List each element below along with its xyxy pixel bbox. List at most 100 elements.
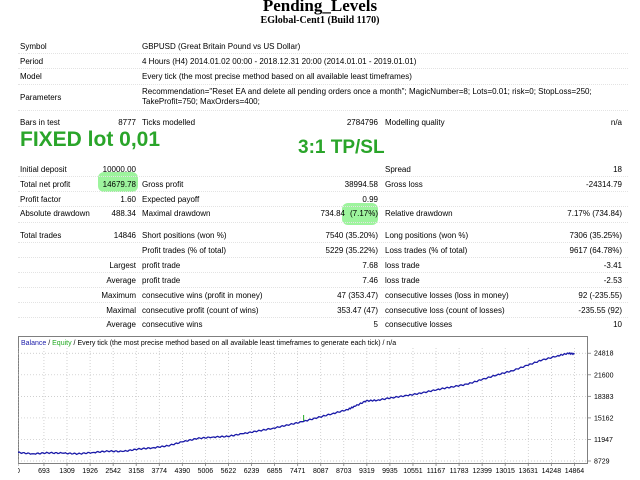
absolute-drawdown-label: Absolute drawdown — [20, 209, 90, 218]
x-tick-label: 13631 — [519, 468, 539, 475]
total-net-profit-label: Total net profit — [20, 180, 71, 189]
maximal-cons-profit-value: 353.47 (47) — [337, 306, 378, 315]
maximal-label: Maximal — [106, 306, 136, 315]
maximal-cons-profit-label: consecutive profit (count of wins) — [142, 306, 259, 315]
maximal-cons-loss-label: consecutive loss (count of losses) — [385, 306, 505, 315]
x-tick-label: 6855 — [267, 468, 283, 475]
relative-drawdown-value: 7.17% (734.84) — [567, 209, 622, 218]
loss-trades-value: 9617 (64.78%) — [569, 246, 622, 255]
initial-deposit-value: 10000.00 — [102, 165, 136, 174]
symbol-value: GBPUSD (Great Britain Pound vs US Dollar… — [142, 42, 301, 51]
max-cons-losses-value: 92 (-235.55) — [578, 291, 622, 300]
x-tick-label: 3774 — [151, 468, 167, 475]
y-tick-label: 15162 — [594, 415, 614, 422]
model-value: Every tick (the most precise method base… — [142, 72, 412, 81]
x-tick-label: 1309 — [59, 468, 75, 475]
y-tick-label: 8729 — [594, 459, 610, 466]
report-subtitle: EGlobal-Cent1 (Build 1170) — [260, 15, 380, 26]
fixed-lot-annotation: FIXED lot 0,01 — [20, 128, 161, 151]
chart-grid — [17, 348, 587, 463]
tp-sl-annotation: 3:1 TP/SL — [298, 137, 385, 158]
gross-loss-value: -24314.79 — [585, 180, 622, 189]
bars-label: Bars in test — [20, 118, 61, 127]
largest-loss-value: -3.41 — [603, 261, 622, 270]
largest-loss-label: loss trade — [385, 261, 420, 270]
maximal-drawdown-label: Maximal drawdown — [142, 209, 211, 218]
symbol-label: Symbol — [20, 42, 47, 51]
spread-label: Spread — [385, 165, 411, 174]
y-axis: 24818 21600 18383 15162 11947 8729 — [587, 351, 614, 466]
x-tick-label: 10551 — [403, 468, 423, 475]
absolute-drawdown-value: 488.34 — [111, 209, 136, 218]
x-axis: 0 693 1309 1926 2542 3158 3774 4390 5006 5622 6239… — [16, 463, 584, 475]
x-tick-label: 4390 — [175, 468, 191, 475]
average-cons-label: Average — [106, 320, 136, 329]
legend-balance: Balance — [21, 340, 46, 347]
avg-cons-wins-label: consecutive wins — [142, 320, 203, 329]
avg-cons-losses-label: consecutive losses — [385, 320, 453, 329]
quality-value: n/a — [610, 118, 622, 127]
x-tick-label: 7471 — [290, 468, 306, 475]
parameters-label: Parameters — [20, 93, 62, 102]
spread-value: 18 — [613, 165, 622, 174]
gross-loss-label: Gross loss — [385, 180, 423, 189]
gross-profit-label: Gross profit — [142, 180, 184, 189]
average-loss-label: loss trade — [385, 276, 420, 285]
expected-payoff-label: Expected payoff — [142, 195, 200, 204]
x-tick-label: 9319 — [359, 468, 375, 475]
gross-profit-value: 38994.58 — [344, 180, 378, 189]
short-positions-label: Short positions (won %) — [142, 231, 227, 240]
x-tick-label: 0 — [18, 468, 20, 475]
x-tick-label: 693 — [38, 468, 50, 475]
average-loss-value: -2.53 — [603, 276, 622, 285]
average-profit-value: 7.46 — [362, 276, 378, 285]
y-tick-label: 24818 — [594, 351, 614, 358]
maximal-cons-loss-value: -235.55 (92) — [578, 306, 622, 315]
average-profit-label: profit trade — [142, 276, 181, 285]
profit-factor-value: 1.60 — [120, 195, 136, 204]
net-profit-highlight — [98, 172, 138, 192]
initial-deposit-label: Initial deposit — [20, 165, 67, 174]
total-trades-label: Total trades — [20, 231, 62, 240]
parameters-value: Recommendation="Reset EA and delete all … — [142, 87, 592, 96]
x-tick-label: 11783 — [450, 468, 469, 475]
y-tick-label: 11947 — [594, 437, 613, 444]
largest-label: Largest — [109, 261, 136, 270]
maximal-drawdown-value: 734.84 — [320, 209, 345, 218]
chart-series — [17, 351, 575, 456]
parameters-value-2: TakeProfit=750; MaxOrders=400; — [142, 97, 260, 106]
ticks-value: 2784796 — [346, 118, 378, 127]
relative-drawdown-label: Relative drawdown — [385, 209, 453, 218]
x-tick-label: 8703 — [336, 468, 352, 475]
largest-profit-value: 7.68 — [362, 261, 378, 270]
x-tick-label: 13015 — [495, 468, 515, 475]
long-positions-value: 7306 (35.25%) — [569, 231, 622, 240]
maximum-label: Maximum — [101, 291, 136, 300]
x-tick-label: 9935 — [382, 468, 398, 475]
profit-factor-label: Profit factor — [20, 195, 61, 204]
long-positions-label: Long positions (won %) — [385, 231, 469, 240]
expected-payoff-value: 0.99 — [362, 195, 378, 204]
y-tick-label: 21600 — [594, 372, 614, 379]
chart-legend: Balance / Equity / Every tick (the most … — [21, 340, 396, 347]
short-positions-value: 7540 (35.20%) — [325, 231, 378, 240]
total-net-profit-value: 14679.78 — [102, 180, 136, 189]
profit-trades-label: Profit trades (% of total) — [142, 246, 227, 255]
avg-cons-losses-value: 10 — [613, 320, 622, 329]
x-tick-label: 11167 — [427, 468, 446, 475]
legend-sep-1: / — [46, 340, 52, 347]
max-cons-wins-value: 47 (353.47) — [337, 291, 378, 300]
legend-equity: Equity — [52, 340, 72, 347]
total-trades-value: 14846 — [113, 231, 136, 240]
max-cons-wins-label: consecutive wins (profit in money) — [142, 291, 263, 300]
report-title: Pending_Levels — [262, 0, 378, 15]
x-tick-label: 3158 — [128, 468, 144, 475]
period-label: Period — [20, 57, 44, 66]
x-tick-label: 8087 — [313, 468, 329, 475]
x-tick-label: 5006 — [198, 468, 214, 475]
x-tick-label: 1926 — [82, 468, 98, 475]
balance-line — [17, 351, 575, 456]
profit-trades-value: 5229 (35.22%) — [325, 246, 378, 255]
model-label: Model — [20, 72, 42, 81]
drawdown-highlight — [342, 203, 378, 225]
